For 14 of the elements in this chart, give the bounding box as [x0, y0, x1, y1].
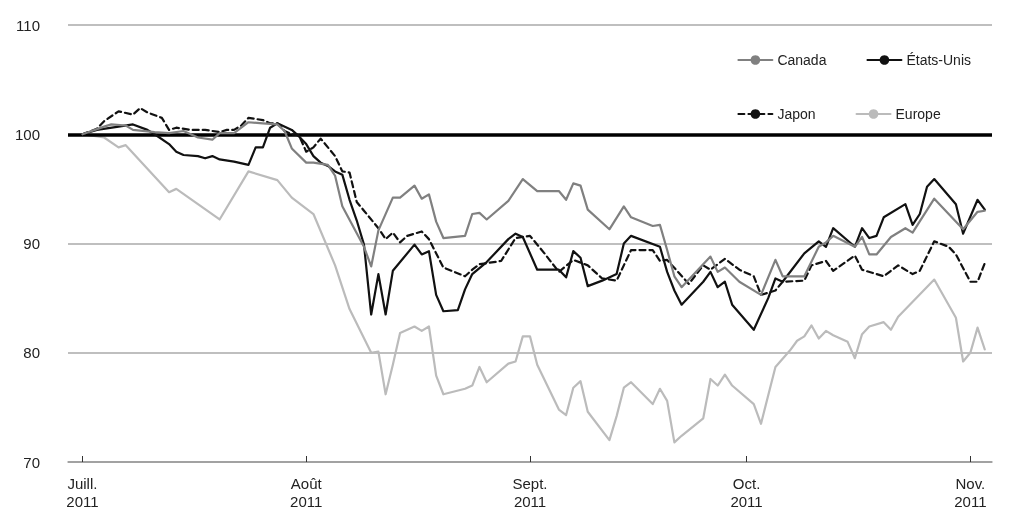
y-tick-label: 110 — [16, 16, 40, 34]
legend-label: États-Unis — [906, 52, 972, 68]
x-tick-label: Sept. 2011 — [512, 474, 548, 510]
y-tick-label: 70 — [23, 453, 40, 471]
y-tick-label: 90 — [23, 235, 40, 252]
x-tick-label: Juill. 2011 — [66, 474, 99, 510]
y-tick-label: 100 — [14, 125, 40, 143]
x-tick-label: Août 2011 — [290, 474, 323, 510]
legend-label: Japon — [777, 106, 816, 122]
y-tick-label: 80 — [23, 344, 40, 362]
legend-label: Canada — [777, 52, 827, 68]
x-tick-label: Nov. 2011 — [954, 474, 987, 510]
x-tick-label: Oct. 2011 — [730, 474, 763, 510]
legend-label: Europe — [895, 106, 941, 122]
